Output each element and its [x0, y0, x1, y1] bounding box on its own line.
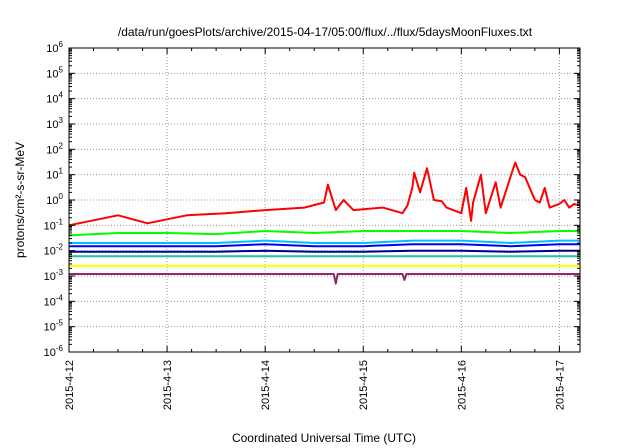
y-tick-label-exponent: -6 — [56, 344, 64, 353]
chart-title: /data/run/goesPlots/archive/2015-04-17/0… — [118, 25, 533, 39]
y-tick-label: 10-4 — [44, 293, 64, 308]
x-tick-labels: 2015-4-12 2015-4-13 2015-4-14 2015-4-15 2015… — [64, 360, 566, 410]
y-tick-label-base: 10 — [44, 296, 56, 308]
y-tick-label: 10-2 — [44, 243, 64, 258]
series-line-3 — [69, 239, 580, 244]
y-tick-label-base: 10 — [46, 68, 58, 80]
series-line-2 — [68, 230, 580, 237]
y-tick-label-base: 10 — [44, 246, 56, 258]
y-tick-label-exponent: -1 — [56, 217, 64, 226]
x-tick-label: 2015-4-17 — [554, 360, 566, 410]
y-tick-label-exponent: 4 — [59, 91, 64, 100]
y-tick-label-exponent: 1 — [59, 167, 64, 176]
data-series-group — [68, 161, 581, 285]
y-tick-label: 103 — [46, 116, 63, 131]
y-tick-label: 102 — [46, 141, 63, 156]
y-tick-labels: 10-610-510-410-310-210-11001011021031041… — [44, 40, 64, 359]
series-line-8 — [69, 273, 580, 285]
y-tick-label: 101 — [46, 167, 63, 182]
y-tick-label-base: 10 — [46, 43, 58, 55]
y-tick-label-exponent: -3 — [56, 268, 64, 277]
y-tick-label: 10-5 — [44, 319, 64, 334]
y-tick-label: 100 — [46, 192, 63, 207]
plot-frame — [68, 47, 581, 353]
y-tick-label-base: 10 — [46, 195, 58, 207]
y-tick-label: 105 — [46, 65, 63, 80]
y-tick-label-exponent: 2 — [59, 141, 64, 150]
y-tick-label-base: 10 — [46, 119, 58, 131]
y-tick-label: 10-1 — [44, 217, 64, 232]
y-tick-label: 10-3 — [44, 268, 64, 283]
y-tick-label-exponent: -5 — [56, 319, 64, 328]
x-tick-label: 2015-4-12 — [64, 360, 76, 410]
y-tick-label-base: 10 — [46, 94, 58, 106]
y-tick-label-base: 10 — [44, 220, 56, 232]
x-tick-label: 2015-4-13 — [162, 360, 174, 410]
y-tick-label-exponent: 0 — [59, 192, 64, 201]
axes — [68, 47, 581, 353]
x-tick-label: 2015-4-15 — [358, 360, 370, 410]
y-tick-label-base: 10 — [46, 144, 58, 156]
y-tick-label-exponent: 6 — [59, 40, 64, 49]
x-axis-label: Coordinated Universal Time (UTC) — [232, 431, 416, 445]
series-line-4 — [69, 243, 580, 248]
y-tick-label-exponent: -4 — [56, 293, 64, 302]
x-tick-label: 2015-4-16 — [456, 360, 468, 410]
series-line-5 — [69, 249, 580, 253]
y-tick-label-base: 10 — [44, 322, 56, 334]
y-tick-label: 10-6 — [44, 344, 64, 359]
y-tick-label-base: 10 — [46, 170, 58, 182]
y-tick-label-exponent: 5 — [59, 65, 64, 74]
y-tick-label-exponent: -2 — [56, 243, 64, 252]
y-tick-label-base: 10 — [44, 271, 56, 283]
y-tick-label: 106 — [46, 40, 63, 55]
y-axis-label: protons/cm²-s-sr-MeV — [13, 142, 27, 258]
series-line-1 — [68, 161, 581, 227]
x-tick-label: 2015-4-14 — [260, 360, 272, 410]
y-tick-label: 104 — [46, 91, 63, 106]
y-tick-label-exponent: 3 — [59, 116, 64, 125]
y-tick-label-base: 10 — [44, 347, 56, 359]
